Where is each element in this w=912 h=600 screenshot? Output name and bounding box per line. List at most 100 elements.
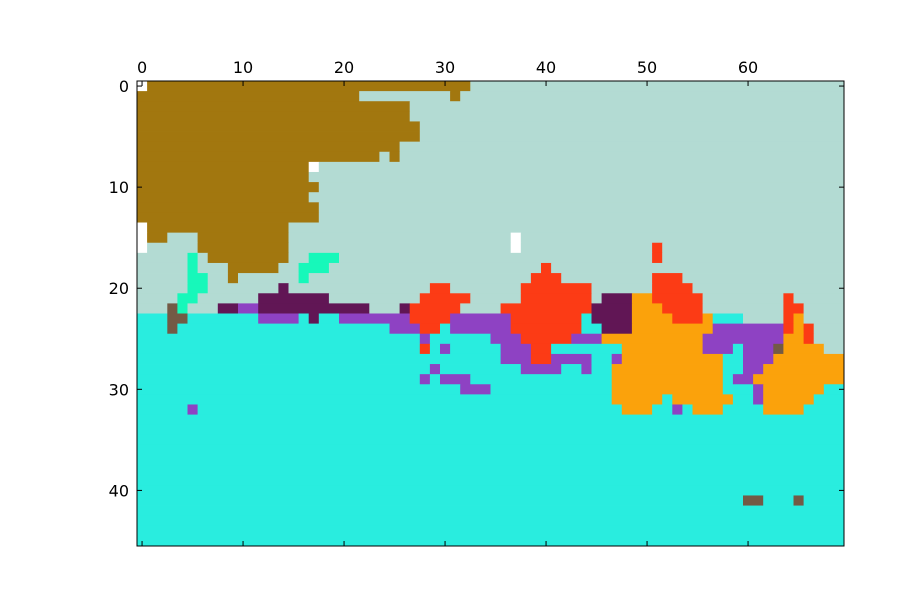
heatmap-cell-run [298, 262, 330, 274]
heatmap-cell-run [793, 313, 804, 325]
heatmap-cell-run [137, 91, 360, 102]
heatmap-cell-run [631, 303, 663, 314]
heatmap-cell-run [783, 333, 804, 345]
x-tick-label: 20 [334, 58, 354, 77]
heatmap-cell-run [743, 343, 774, 355]
heatmap-cell-run [460, 303, 501, 314]
heatmap-cell-run [187, 252, 198, 264]
heatmap-cell-run [207, 252, 289, 264]
heatmap-cell-run [429, 343, 441, 355]
heatmap-cell-run [308, 161, 320, 173]
heatmap-cell-run [783, 343, 825, 355]
heatmap-cell-run [702, 313, 714, 325]
heatmap-cell-run [137, 283, 188, 294]
heatmap-cell-run [803, 303, 845, 314]
heatmap-cell-run [399, 151, 845, 163]
heatmap-cell-run [803, 495, 845, 506]
heatmap-cell-run [763, 394, 815, 405]
heatmap-cell-run [137, 293, 178, 304]
heatmap-cell-run [197, 293, 259, 304]
heatmap-cell-run [722, 364, 744, 375]
heatmap-cell-run [803, 333, 815, 345]
heatmap-cell-run [258, 303, 370, 314]
heatmap-cell-run [581, 323, 602, 335]
heatmap-cell-run [753, 384, 764, 395]
heatmap-cell-run [308, 313, 320, 325]
heatmap-cell-run [702, 343, 734, 355]
heatmap-cell-run [419, 131, 845, 143]
axes-frame [136, 80, 845, 547]
heatmap-cell-run [409, 313, 451, 325]
heatmap-cell-run [167, 232, 198, 244]
heatmap-cell-run [137, 151, 380, 163]
heatmap-cell-run [440, 364, 522, 375]
heatmap-cell-run [137, 222, 148, 234]
heatmap-cell-run [137, 131, 421, 143]
heatmap-cell-run [712, 313, 744, 325]
heatmap-cell-run [288, 252, 310, 264]
heatmap-cell-run [197, 404, 623, 415]
heatmap-cell-run [510, 313, 582, 325]
heatmap-cell-run [339, 313, 411, 325]
heatmap-cell-run [227, 262, 279, 274]
heatmap-cell-run [591, 313, 633, 325]
heatmap-cell-run [470, 81, 845, 92]
heatmap-cell-run [137, 475, 845, 486]
heatmap-cell-run [591, 364, 613, 375]
heatmap-cell-run [530, 353, 552, 365]
heatmap-cell-run [823, 384, 845, 395]
heatmap-cell-run [763, 364, 845, 375]
heatmap-cell-run [288, 222, 845, 234]
heatmap-cell-run [662, 252, 845, 264]
heatmap-cell-run [611, 353, 623, 365]
heatmap-cell-run [682, 404, 693, 415]
heatmap-cell-run [137, 101, 411, 112]
heatmap-cell-run [147, 81, 471, 92]
heatmap-cell-run [137, 81, 148, 92]
heatmap-cell-run [611, 384, 724, 395]
heatmap-cell-run [419, 374, 431, 385]
heatmap-cell-run [137, 171, 310, 183]
heatmap-cell-run [409, 101, 845, 112]
heatmap-cell-run [419, 323, 441, 335]
heatmap-cell-run [137, 495, 744, 506]
heatmap-cell-run [419, 121, 845, 132]
heatmap-cell-run [429, 374, 441, 385]
heatmap-cell-run [561, 273, 653, 284]
heatmap-cell-run [137, 232, 148, 244]
heatmap-cell-run [278, 262, 299, 274]
heatmap-cell-run [137, 535, 845, 547]
heatmap-cell-run [500, 343, 532, 355]
heatmap-cell-run [763, 384, 825, 395]
heatmap-cell-run [328, 293, 421, 304]
heatmap-cell-run [137, 404, 188, 415]
heatmap-cell-run [753, 374, 845, 385]
heatmap-cell-run [813, 323, 845, 335]
heatmap-cell-run [137, 323, 168, 335]
heatmap-cell-run [581, 364, 592, 375]
heatmap-cell-run [510, 232, 522, 244]
heatmap-cell-run [591, 283, 653, 294]
heatmap-cell-run [419, 293, 471, 304]
heatmap-cell-run [137, 414, 845, 426]
heatmap-cell-run [197, 252, 209, 264]
heatmap-cell-run [318, 212, 845, 223]
y-tick-label: 10 [109, 178, 129, 197]
heatmap-cell-run [137, 485, 845, 496]
heatmap-cell-run [429, 333, 491, 345]
heatmap-cell-run [450, 323, 512, 335]
heatmap-cell-run [328, 262, 542, 274]
heatmap-cell-run [520, 283, 592, 294]
heatmap-cell-run [137, 444, 845, 456]
heatmap-cell-run [520, 242, 653, 254]
heatmap-cell-run [137, 242, 148, 254]
heatmap-cell-run [763, 404, 804, 415]
x-tick-label: 0 [137, 58, 147, 77]
heatmap-cell-run [177, 323, 390, 335]
heatmap-cell-run [450, 343, 501, 355]
heatmap-cell-run [137, 525, 845, 537]
heatmap-cell-run [298, 273, 310, 284]
heatmap-cell-run [732, 374, 754, 385]
heatmap-cell-run [652, 252, 663, 264]
heatmap-cell-run [450, 283, 522, 294]
